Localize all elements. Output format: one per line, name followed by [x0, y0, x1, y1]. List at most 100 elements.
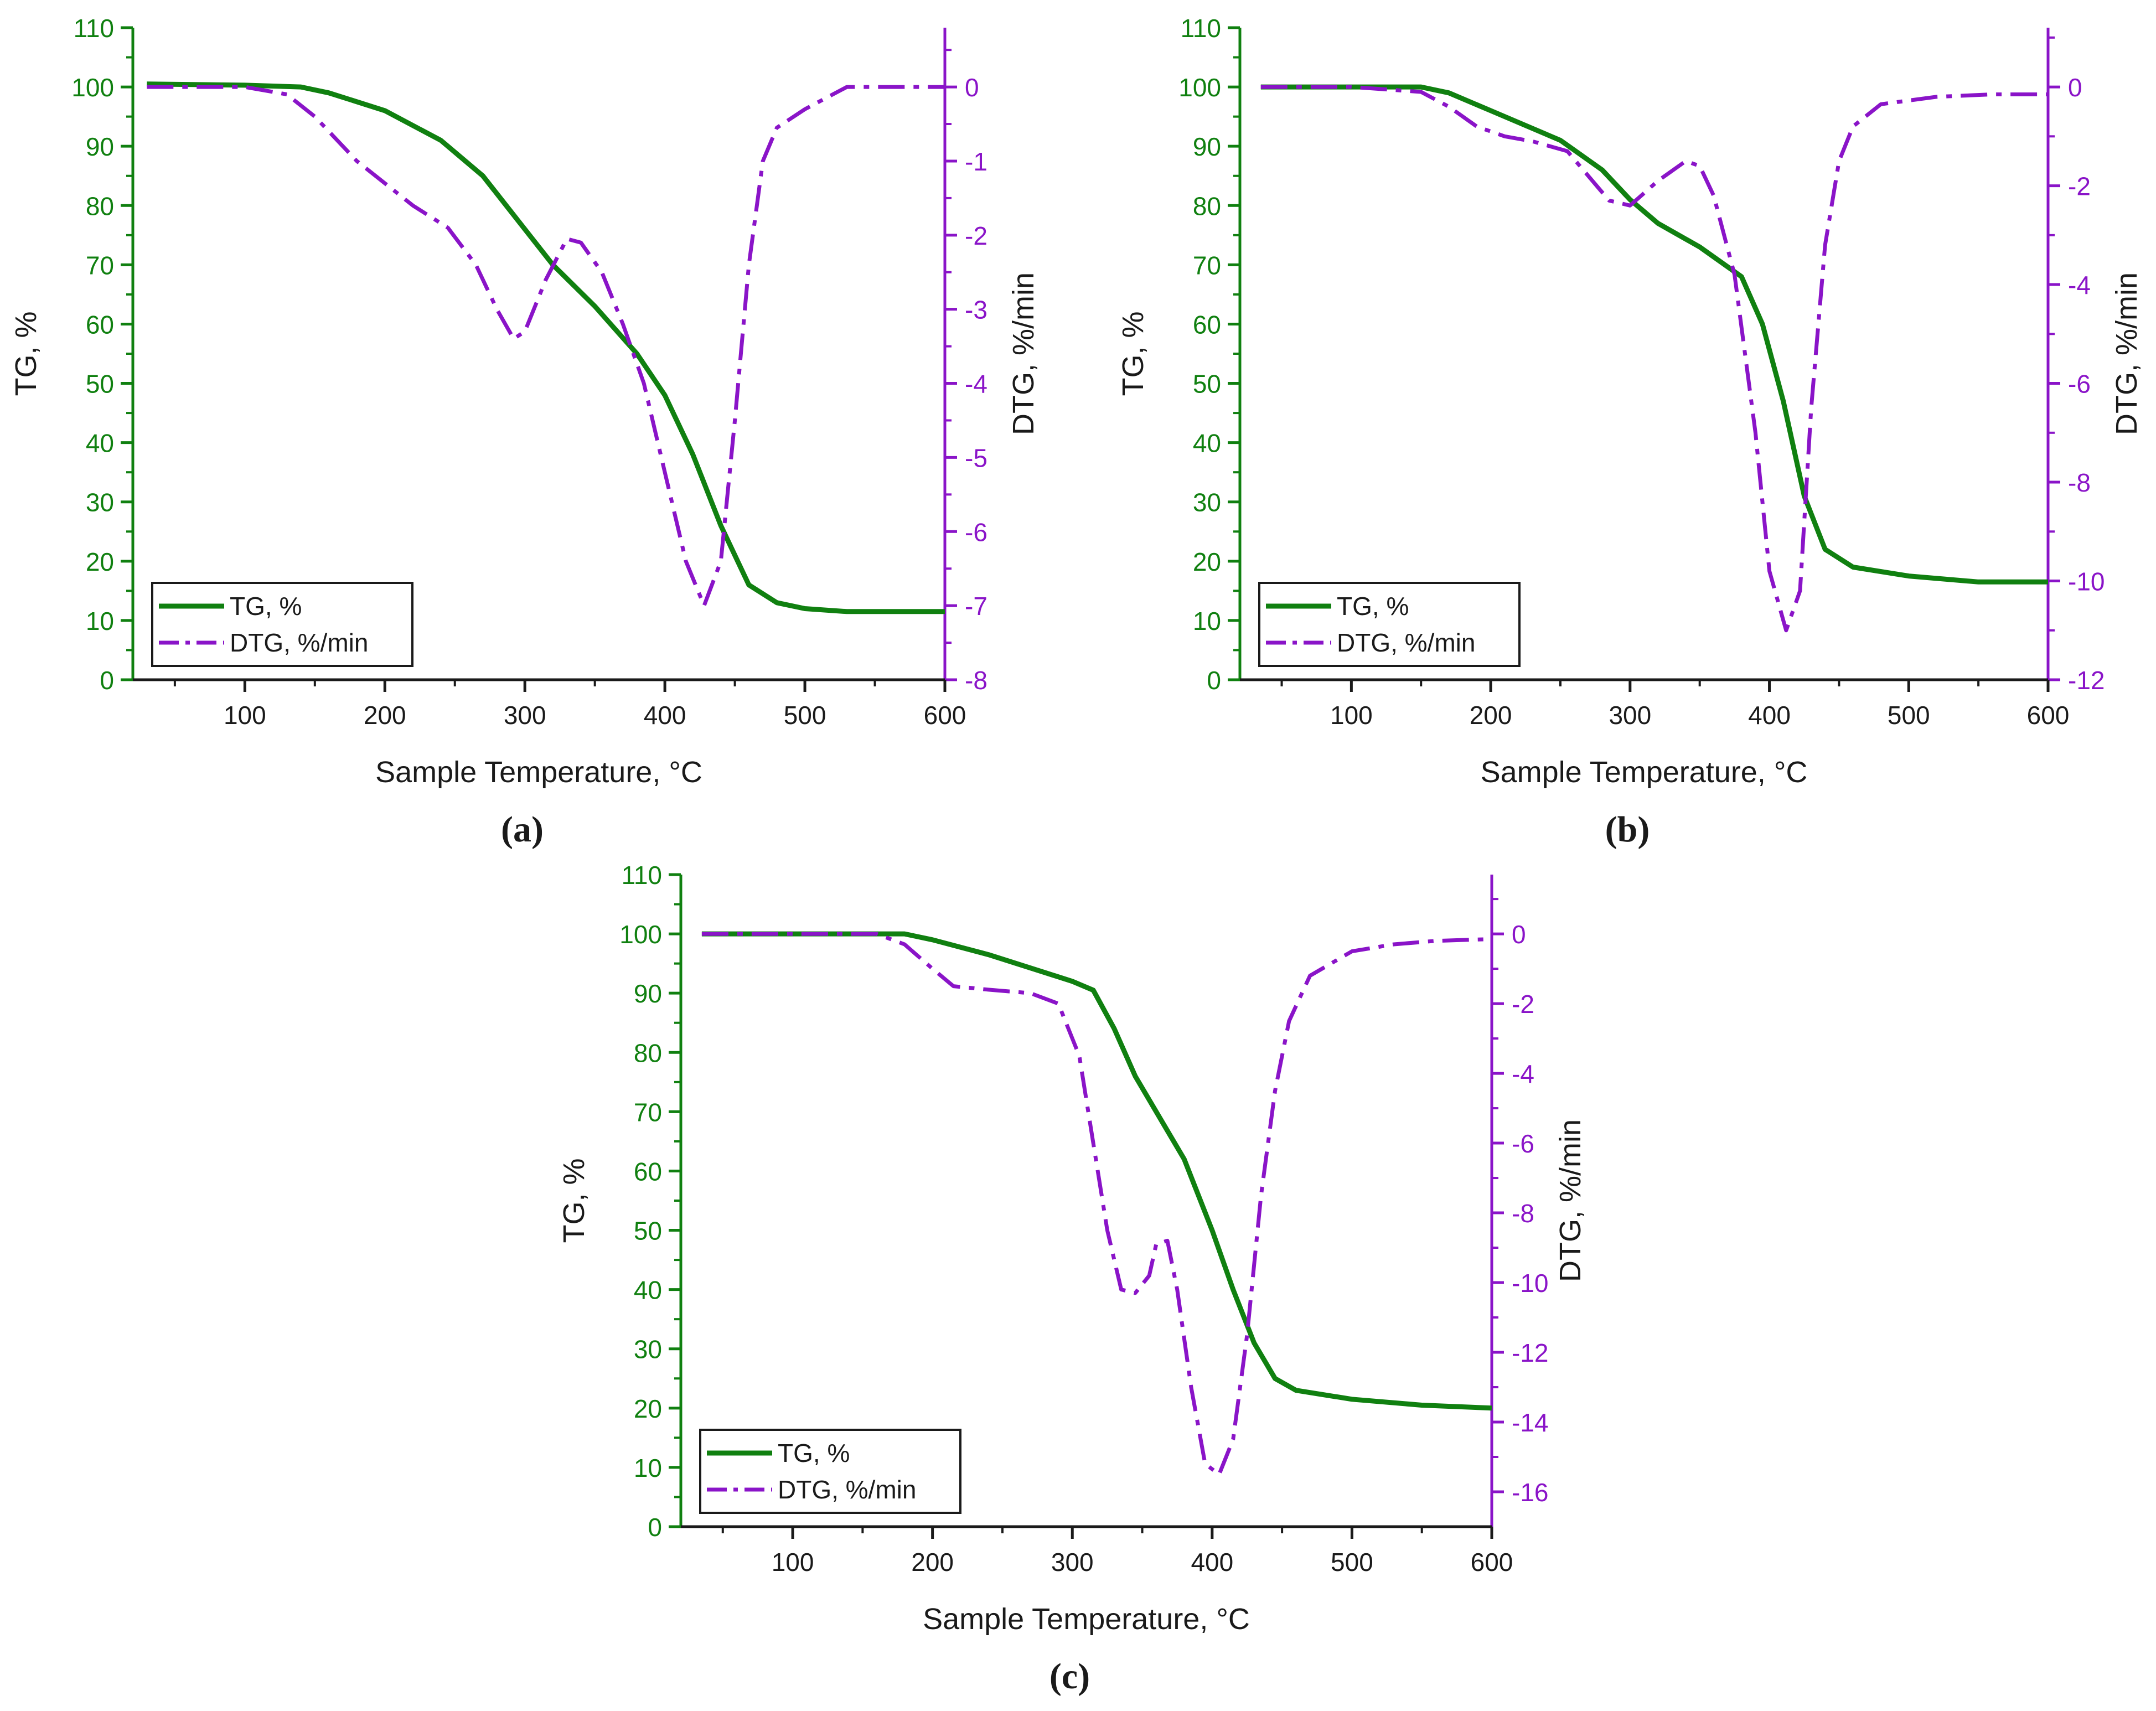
legend-tg-label: TG, % — [778, 1439, 850, 1467]
left-tick-label: 70 — [86, 251, 114, 280]
x-tick-label: 500 — [784, 701, 826, 730]
right-tick-label: -6 — [965, 518, 987, 546]
left-tick-label: 50 — [634, 1217, 662, 1245]
x-tick-label: 400 — [1748, 701, 1791, 730]
right-tick-label: -2 — [1512, 990, 1534, 1019]
legend-box — [1258, 582, 1521, 667]
x-tick-label: 400 — [1191, 1548, 1233, 1576]
right-tick-label: -5 — [965, 443, 987, 472]
legend: TG, % DTG, %/min — [699, 1429, 961, 1514]
x-tick-label: 200 — [911, 1548, 954, 1576]
x-tick-label: 500 — [1331, 1548, 1373, 1576]
right-tick-label: 0 — [965, 73, 979, 102]
right-tick-label: -10 — [1512, 1269, 1548, 1298]
left-tick-label: 20 — [86, 547, 114, 576]
left-tick-label: 60 — [1193, 310, 1221, 339]
legend: TG, % DTG, %/min — [151, 582, 413, 667]
left-tick-label: 80 — [634, 1038, 662, 1067]
tg-series-line — [1260, 84, 2048, 585]
right-tick-label: -12 — [2068, 666, 2105, 695]
left-tick-label: 30 — [86, 488, 114, 517]
right-tick-label: -10 — [2068, 567, 2105, 596]
right-tick-label: -16 — [1512, 1478, 1548, 1507]
right-tick-label: -4 — [2068, 271, 2091, 299]
left-axis-label: TG, % — [557, 1158, 591, 1243]
left-tick-label: 70 — [634, 1098, 662, 1126]
left-tick-label: 70 — [1193, 251, 1221, 280]
x-tick-label: 600 — [1471, 1548, 1513, 1576]
x-tick-label: 500 — [1888, 701, 1930, 730]
right-tick-label: -3 — [965, 296, 987, 324]
right-tick-label: -4 — [1512, 1059, 1534, 1088]
chart-panel-2: 0 10 20 30 40 50 60 70 80 90 100 110 -16 -14 -12 -10 -8 -… — [557, 861, 1587, 1697]
x-tick-label: 100 — [224, 701, 266, 730]
left-tick-label: 30 — [634, 1335, 662, 1364]
left-tick-label: 60 — [86, 310, 114, 339]
x-tick-label: 400 — [644, 701, 686, 730]
left-tick-label: 50 — [1193, 370, 1221, 399]
right-tick-label: -2 — [965, 221, 987, 250]
x-tick-label: 200 — [364, 701, 406, 730]
x-tick-label: 600 — [924, 701, 966, 730]
right-tick-label: -14 — [1512, 1408, 1548, 1437]
left-tick-label: 0 — [648, 1513, 662, 1542]
legend-dtg-label: DTG, %/min — [778, 1475, 916, 1504]
left-tick-label: 10 — [86, 607, 114, 635]
left-tick-label: 80 — [86, 192, 114, 220]
panel-label: (b) — [1605, 809, 1650, 850]
panel-label: (a) — [501, 809, 544, 850]
legend-box — [151, 582, 413, 667]
legend-dtg-label: DTG, %/min — [230, 628, 368, 657]
x-axis-label: Sample Temperature, °C — [1481, 756, 1808, 789]
left-tick-label: 20 — [1193, 547, 1221, 576]
right-tick-label: -8 — [965, 666, 987, 695]
left-axis-label: TG, % — [1116, 311, 1150, 396]
left-tick-label: 110 — [1181, 14, 1221, 43]
left-tick-label: 10 — [634, 1454, 662, 1482]
chart-panel-0: 0 10 20 30 40 50 60 70 80 90 100 110 -8 -7 -6 -5 -4 -3 -2 -… — [9, 14, 1040, 850]
left-tick-label: 0 — [100, 666, 114, 695]
right-tick-label: -8 — [2068, 468, 2091, 497]
left-axis-label: TG, % — [9, 311, 43, 396]
chart-panel-1: 0 10 20 30 40 50 60 70 80 90 100 110 -12 -10 -8 -6 -4 -2 0… — [1116, 14, 2143, 850]
left-tick-label: 30 — [1193, 488, 1221, 517]
x-tick-label: 300 — [1609, 701, 1651, 730]
left-tick-label: 80 — [1193, 192, 1221, 220]
left-tick-label: 20 — [634, 1394, 662, 1423]
legend-dtg-label: DTG, %/min — [1337, 628, 1475, 657]
left-tick-label: 100 — [1178, 73, 1221, 102]
left-tick-label: 90 — [86, 132, 114, 161]
right-tick-label: -12 — [1512, 1338, 1548, 1367]
left-tick-label: 50 — [86, 370, 114, 399]
x-tick-label: 100 — [772, 1548, 814, 1576]
right-tick-label: -2 — [2068, 172, 2091, 201]
dtg-series-line — [701, 932, 1492, 1476]
legend-box — [699, 1429, 961, 1514]
x-tick-label: 200 — [1470, 701, 1512, 730]
right-tick-label: -6 — [2068, 370, 2091, 399]
legend: TG, % DTG, %/min — [1258, 582, 1521, 667]
tg-series-line — [147, 81, 945, 614]
x-tick-label: 300 — [1051, 1548, 1094, 1576]
left-tick-label: 40 — [86, 429, 114, 458]
panel-label: (c) — [1049, 1656, 1090, 1697]
left-tick-label: 10 — [1193, 607, 1221, 635]
right-tick-label: -7 — [965, 592, 987, 621]
left-tick-label: 110 — [74, 14, 114, 43]
tg-series-line — [701, 931, 1492, 1411]
left-tick-label: 90 — [1193, 132, 1221, 161]
right-axis-label: DTG, %/min — [1007, 272, 1040, 435]
right-axis-label: DTG, %/min — [1554, 1119, 1587, 1282]
right-tick-label: -1 — [965, 147, 987, 176]
legend-tg-label: TG, % — [230, 592, 302, 621]
x-axis-label: Sample Temperature, °C — [375, 756, 702, 789]
x-tick-label: 600 — [2027, 701, 2070, 730]
left-tick-label: 90 — [634, 979, 662, 1008]
right-axis-label: DTG, %/min — [2110, 272, 2143, 435]
dtg-series-line — [147, 85, 945, 608]
left-tick-label: 110 — [622, 861, 662, 890]
right-tick-label: -8 — [1512, 1199, 1534, 1228]
dtg-series-line — [1260, 85, 2048, 633]
x-tick-label: 300 — [504, 701, 546, 730]
left-tick-label: 100 — [619, 920, 662, 949]
